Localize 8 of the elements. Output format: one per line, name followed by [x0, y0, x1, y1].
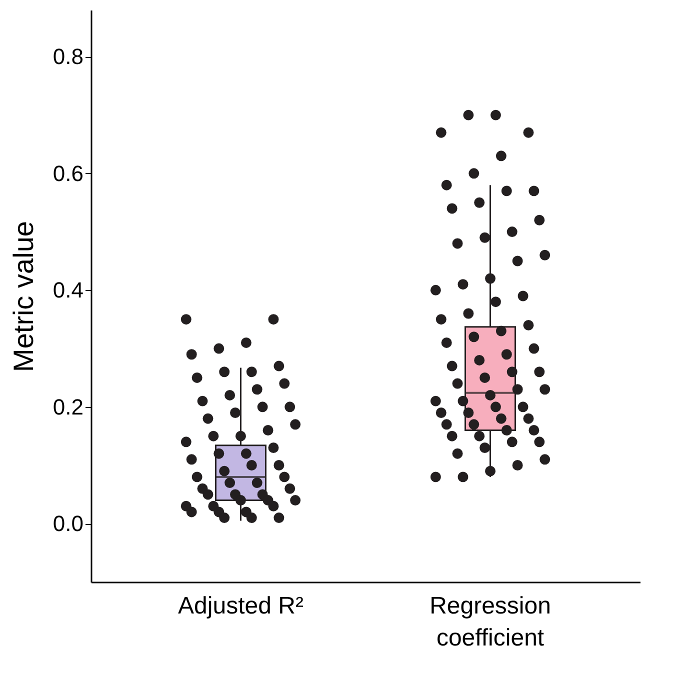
- y-tick-label: 0.2: [52, 394, 84, 420]
- y-axis-title: Metric value: [8, 221, 39, 372]
- y-tick-label: 0.4: [52, 278, 84, 303]
- y-tick-label: 0.6: [52, 160, 84, 186]
- x-tick-label: Adjusted R²: [178, 592, 304, 620]
- y-tick-label: 0.0: [52, 511, 84, 536]
- x-tick-label: Regression coefficient: [430, 592, 551, 652]
- y-tick-label: 0.8: [52, 44, 84, 70]
